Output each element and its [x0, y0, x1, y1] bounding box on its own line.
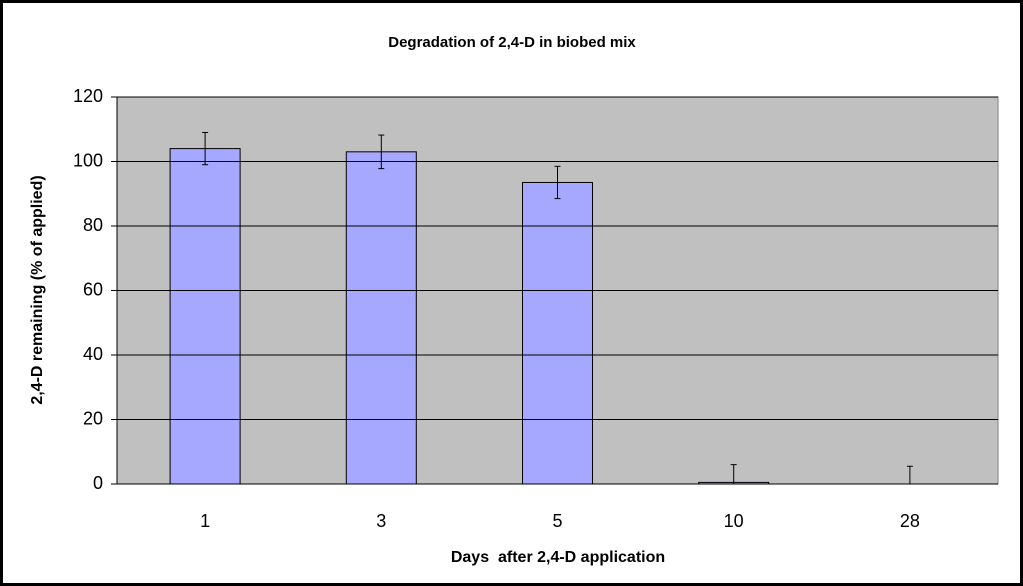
bar	[522, 181, 593, 484]
y-tick-label: 20	[83, 408, 103, 428]
y-tick-label: 40	[83, 344, 103, 364]
error-bar	[554, 165, 561, 200]
x-axis-label: Days after 2,4-D application	[451, 549, 665, 566]
x-tick-label: 10	[724, 511, 744, 531]
x-tick-label: 5	[552, 511, 562, 531]
y-tick-label: 120	[73, 86, 103, 106]
bar	[169, 148, 241, 484]
bar	[345, 151, 417, 484]
plot-marks	[169, 131, 913, 484]
error-bar	[378, 134, 385, 170]
chart-title: Degradation of 2,4-D in biobed mix	[388, 34, 636, 51]
x-tick-label: 28	[900, 511, 920, 531]
y-tick-label: 60	[83, 279, 103, 299]
y-tick-label: 0	[93, 473, 103, 493]
y-tick-label: 80	[83, 215, 103, 235]
y-axis-label: 2,4-D remaining (% of applied)	[29, 175, 46, 404]
x-tick-label: 1	[200, 511, 210, 531]
error-bar	[202, 131, 209, 166]
y-tick-label: 100	[73, 150, 103, 170]
error-bar	[906, 465, 913, 484]
x-tick-label: 3	[376, 511, 386, 531]
error-bar	[730, 464, 737, 484]
